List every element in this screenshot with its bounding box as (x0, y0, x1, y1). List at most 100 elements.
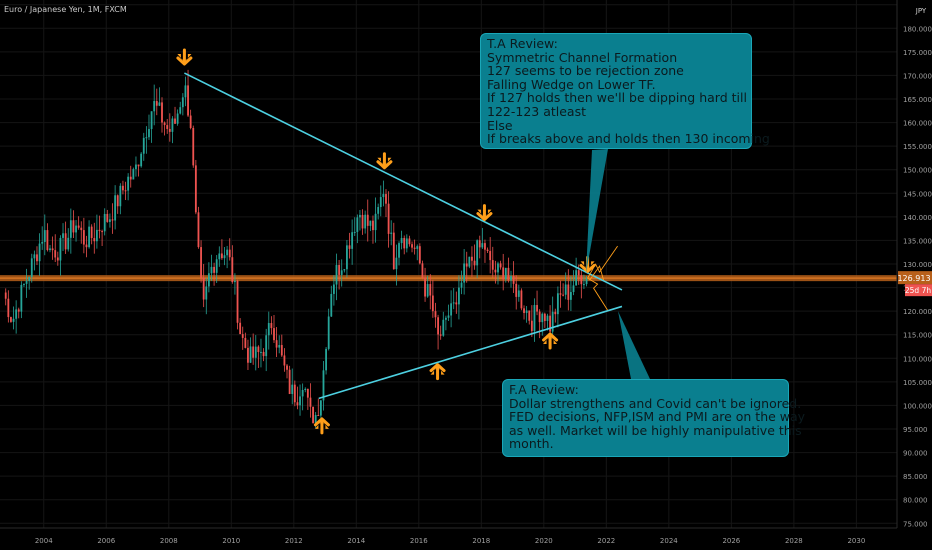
candle-body (254, 346, 257, 358)
candle-body (502, 267, 505, 280)
ta-review-line: 127 seems to be rejection zone (487, 63, 684, 79)
price-tick-label: 80.000 (903, 497, 928, 505)
projection-down (587, 277, 608, 311)
candle-body (184, 85, 187, 98)
time-tick-label: 2028 (785, 537, 803, 545)
candle-body (390, 232, 393, 234)
candle-body (471, 256, 473, 261)
candle-body (220, 253, 223, 259)
candle-body (124, 190, 127, 192)
candle-body (437, 317, 439, 335)
candle-body (335, 265, 338, 285)
time-tick-label: 2022 (597, 537, 615, 545)
candle-body (421, 263, 424, 278)
candle-body (351, 232, 354, 249)
fa-review-callout[interactable]: F.A Review: Dollar strengthens and Covid… (502, 379, 805, 457)
ta-review-line: If breaks above and holds then 130 incom… (487, 131, 770, 147)
price-tick-label: 75.000 (903, 520, 928, 528)
candle-body (512, 276, 515, 284)
candle-body (213, 266, 216, 273)
candle-body (387, 203, 390, 234)
time-tick-label: 2026 (722, 537, 740, 545)
candle-body (559, 293, 562, 295)
candle-body (444, 317, 447, 320)
candle-body (231, 257, 234, 283)
arrow-up-icon (543, 336, 558, 344)
ta-callout-pointer (586, 149, 608, 274)
candle-body (499, 263, 502, 268)
candle-body (543, 313, 546, 321)
candle-body (327, 316, 330, 349)
candle-body (325, 348, 327, 371)
candle-body (252, 346, 255, 358)
price-tick-label: 115.000 (903, 332, 932, 340)
candle-body (306, 388, 309, 398)
candle-body (525, 310, 528, 313)
candle-body (366, 214, 369, 226)
candle-body (577, 270, 580, 276)
candle-body (434, 311, 437, 318)
candle-body (510, 276, 512, 281)
candle-body (142, 137, 145, 154)
candle-body (431, 295, 434, 312)
candle-body (36, 254, 38, 262)
candle-body (484, 243, 486, 250)
price-tick-label: 140.000 (903, 214, 932, 222)
candle-body (148, 129, 150, 138)
candle-body (158, 102, 161, 106)
price-tick-label: 175.000 (903, 49, 932, 57)
candle-body (283, 355, 286, 366)
candle-body (80, 227, 83, 231)
candle-body (538, 311, 541, 323)
candle-body (59, 237, 62, 261)
candle-body (580, 275, 583, 285)
candle-body (523, 308, 525, 313)
candle-body (452, 302, 455, 304)
candle-body (106, 213, 109, 222)
price-tick-label: 150.000 (903, 167, 932, 175)
candle-body (145, 137, 148, 139)
price-tick-label: 145.000 (903, 190, 932, 198)
candle-body (400, 237, 403, 244)
candle-body (174, 118, 176, 124)
candle-body (179, 107, 182, 114)
price-tick-label: 85.000 (903, 473, 928, 481)
trendlines (184, 72, 623, 400)
candle-body (153, 101, 156, 112)
candle-body (88, 226, 90, 248)
candle-body (465, 263, 468, 267)
candle-body (12, 318, 15, 322)
candle-body (262, 351, 265, 357)
upper-trendline (184, 72, 623, 291)
candle-body (15, 309, 18, 319)
price-tick-label: 90.000 (903, 450, 928, 458)
candle-body (346, 245, 348, 270)
candle-body (395, 257, 398, 270)
candle-body (54, 250, 57, 258)
arrow-up-icon (314, 420, 329, 429)
candle-body (129, 176, 132, 180)
ta-review-callout[interactable]: T.A Review: Symmetric Channel Formation … (480, 33, 770, 149)
candle-body (478, 240, 481, 248)
candle-body (161, 102, 163, 123)
candle-body (413, 247, 416, 249)
candle-body (338, 265, 341, 275)
candle-body (463, 263, 466, 283)
time-tick-label: 2018 (472, 537, 490, 545)
candle-body (317, 414, 320, 416)
candle-body (549, 315, 551, 332)
candle-body (119, 185, 122, 207)
candle-body (207, 273, 210, 287)
arrow-down-icon (580, 261, 595, 270)
candle-body (82, 230, 85, 245)
ta-review-line: 122-123 atleast (487, 103, 586, 119)
candle-body (25, 280, 28, 284)
candle-body (353, 231, 356, 233)
candle-body (205, 286, 208, 300)
candle-body (72, 220, 75, 233)
candle-body (585, 278, 588, 285)
fa-review-line: as well. Market will be highly manipulat… (509, 422, 802, 438)
candle-body (228, 249, 231, 258)
candle-body (140, 153, 143, 167)
